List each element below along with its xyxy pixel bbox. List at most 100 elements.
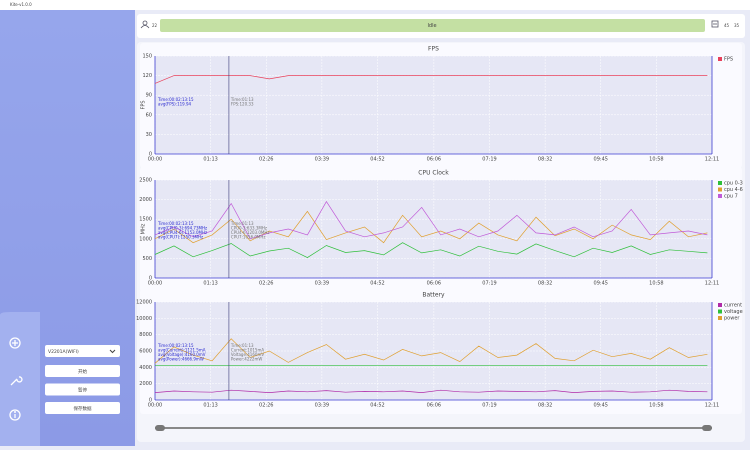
icon-rail [0, 312, 40, 446]
x-tick-label: 06:06 [427, 403, 441, 409]
y-tick-label: 10000 [136, 316, 152, 322]
series-line [154, 200, 708, 240]
x-tick-label: 12:11 [705, 281, 719, 287]
y-tick-label: 30 [146, 132, 152, 138]
top-icons [140, 20, 719, 29]
slider-handle[interactable] [155, 425, 165, 431]
slider-handle[interactable] [702, 425, 712, 431]
annotation: CPU0-3:633.3MHz [231, 226, 267, 231]
x-tick-label: 07:19 [482, 403, 496, 409]
button-label: 保存数据 [74, 405, 92, 412]
legend-swatch [718, 57, 722, 61]
y-axis-label: MHz [141, 223, 147, 234]
series-line [154, 338, 708, 364]
series-line [154, 75, 708, 84]
status-bar [160, 19, 705, 32]
x-tick-label: 09:45 [594, 157, 608, 163]
legend-label: cpu 4-6 [724, 187, 743, 193]
annotation: Time:00:02:13:15 [157, 97, 194, 102]
top-left-value: 22 [152, 23, 158, 28]
plot-area [155, 56, 712, 154]
annotation: avg(Voltage):4160.0mV [158, 352, 206, 357]
x-tick-label: 09:45 [594, 403, 608, 409]
annotation: CPU7:1056.0MHz [231, 235, 266, 240]
legend-label: power [724, 316, 740, 322]
y-tick-label: 2500 [139, 178, 152, 184]
legend-label: current [724, 303, 742, 309]
annotation: avg(Current):1121.5mA [158, 348, 206, 353]
x-tick-label: 02:26 [259, 281, 273, 287]
button[interactable] [45, 383, 120, 396]
device-select[interactable] [45, 345, 120, 357]
x-tick-label: 01:13 [203, 403, 217, 409]
x-tick-label: 04:52 [370, 403, 384, 409]
x-tick-label: 07:19 [482, 157, 496, 163]
sidebar-icons [9, 337, 23, 421]
annotation: CPU4-6:1203.0MHz [231, 230, 270, 235]
annotation: Current:1015mA [231, 348, 264, 353]
annotation: Time:00:02:13:15 [157, 221, 194, 226]
annotation: avg(CPU0-3):694.73MHz [158, 226, 207, 231]
y-axis-label: FPS [141, 100, 147, 109]
x-tick-label: 03:39 [315, 281, 329, 287]
x-tick-label: 10:58 [649, 281, 663, 287]
y-tick-label: 12000 [136, 300, 152, 306]
y-tick-label: 8000 [139, 332, 152, 338]
legend-swatch [718, 194, 722, 198]
title-bar [0, 0, 750, 10]
x-tick-label: 03:39 [315, 157, 329, 163]
x-tick-label: 01:13 [203, 281, 217, 287]
y-tick-label: 120 [142, 73, 152, 79]
x-tick-label: 03:39 [315, 403, 329, 409]
button[interactable] [45, 365, 120, 377]
x-tick-label: 10:58 [649, 157, 663, 163]
top-right-value: 45 [724, 23, 730, 28]
x-tick-label: 04:52 [370, 157, 384, 163]
legend-label: FPS [724, 57, 733, 63]
x-tick-label: 06:06 [427, 281, 441, 287]
dropdown-arrow [109, 349, 116, 354]
series-line [154, 389, 708, 393]
y-tick-label: 500 [142, 256, 152, 262]
annotation: Power:4222mW [231, 357, 262, 362]
legend-swatch [718, 316, 722, 320]
chart-title: FPS [428, 46, 439, 53]
chart-title: Battery [422, 292, 445, 299]
y-tick-label: 2000 [139, 197, 152, 203]
x-tick-label: 07:19 [482, 281, 496, 287]
y-tick-label: 60 [146, 112, 152, 118]
legend-label: voltage [724, 309, 743, 315]
annotation: avg(FPS):119.94 [158, 102, 192, 107]
x-tick-label: 08:32 [538, 403, 552, 409]
legend-swatch [718, 181, 722, 185]
legend-swatch [718, 187, 722, 192]
y-tick-label: 1000 [139, 236, 152, 242]
annotation: Time:01:13 [230, 221, 254, 226]
y-tick-label: 0 [149, 398, 152, 404]
legend-swatch [718, 303, 722, 307]
annotation: Time:00:02:13:15 [157, 343, 194, 348]
series-line [154, 210, 708, 244]
annotation: avg(Power):4666.9mW [158, 357, 204, 362]
button[interactable] [45, 402, 120, 414]
y-tick-label: 6000 [139, 349, 152, 355]
annotation: avg(CPU7):1250.3MHz [158, 235, 203, 240]
x-tick-label: 02:26 [259, 157, 273, 163]
x-tick-label: 08:32 [538, 157, 552, 163]
y-tick-label: 0 [149, 152, 152, 158]
x-tick-label: 04:52 [370, 281, 384, 287]
y-tick-label: 150 [142, 54, 152, 60]
y-tick-label: 0 [149, 276, 152, 282]
annotation: Time:01:13 [230, 343, 254, 348]
plot-area [155, 302, 712, 400]
x-tick-label: 09:45 [594, 281, 608, 287]
x-tick-label: 02:26 [259, 403, 273, 409]
window-title: Kite-v1.0.0 [10, 2, 32, 7]
x-tick-label: 00:00 [148, 157, 162, 163]
legend-label: cpu 7 [724, 194, 738, 200]
annotation: avg(CPU4-6):1153.0MHz [158, 230, 207, 235]
x-tick-label: 06:06 [427, 157, 441, 163]
button-label: 开始 [78, 368, 87, 375]
x-tick-label: 12:11 [705, 403, 719, 409]
